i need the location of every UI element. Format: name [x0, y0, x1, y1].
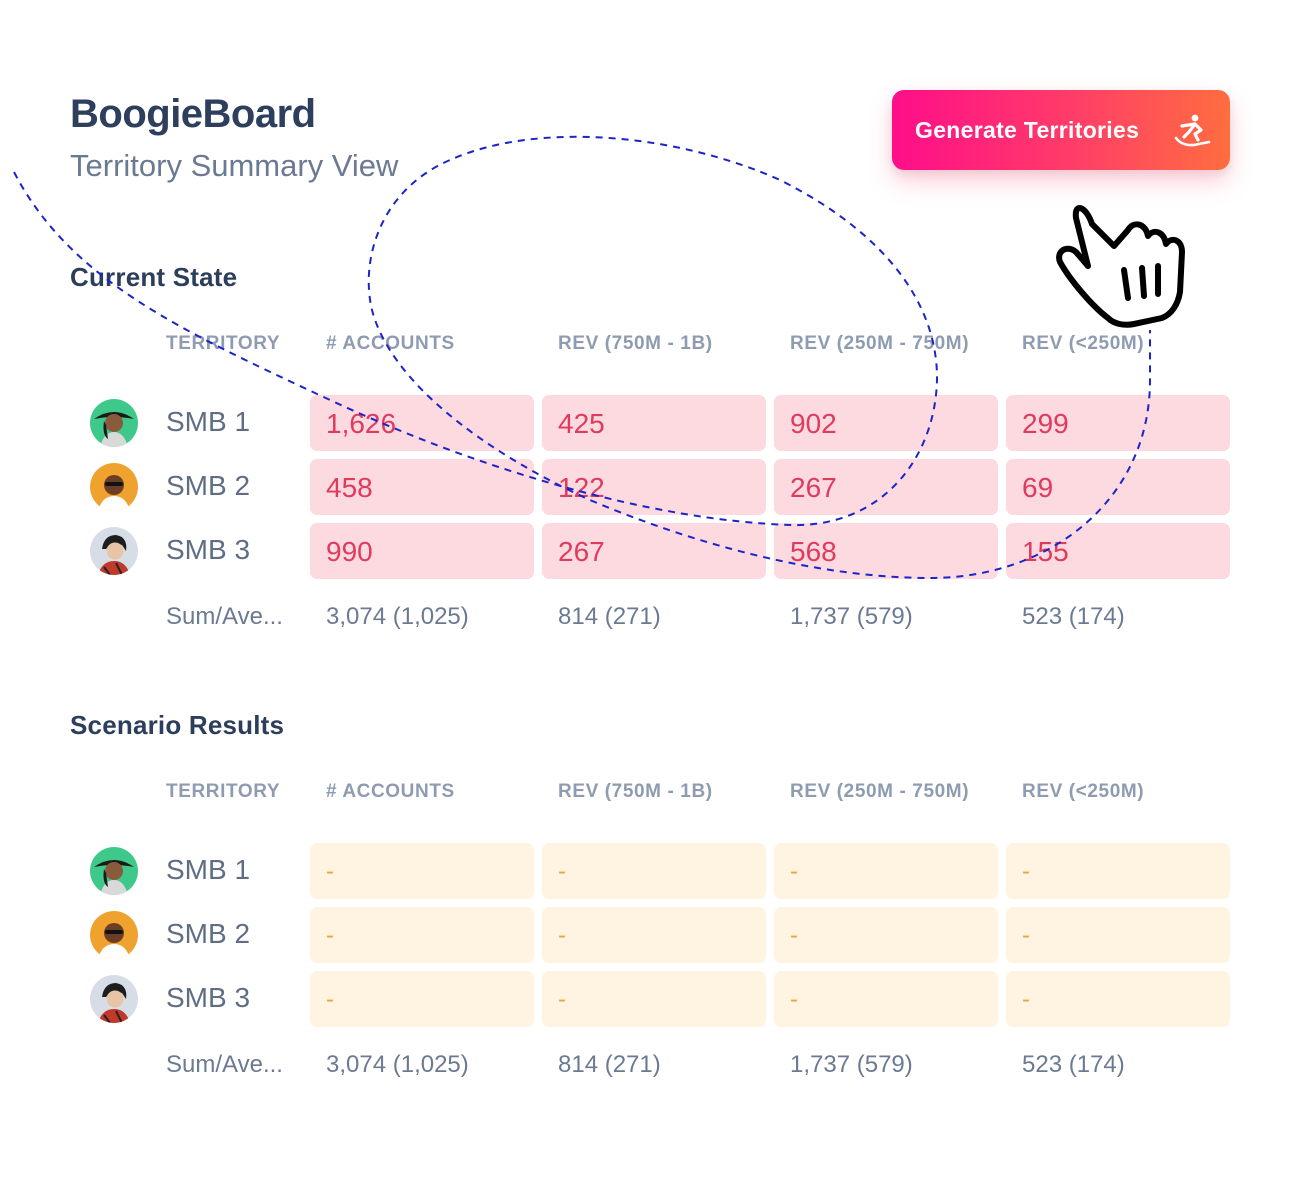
snowboarder-icon [1174, 114, 1211, 147]
summary-rev-lt-250m: 523 (174) [1022, 1051, 1125, 1078]
cell-rev-lt-250m[interactable]: 69 [1006, 459, 1230, 515]
col-header-territory: TERRITORY [166, 781, 281, 802]
cell-rev-lt-250m[interactable]: 299 [1006, 395, 1230, 451]
summary-accounts: 3,074 (1,025) [326, 603, 469, 630]
cell-rev-250m-750m[interactable]: - [774, 843, 998, 899]
cell-accounts[interactable]: - [310, 971, 534, 1027]
row-label-smb1: SMB 1 [166, 854, 251, 885]
summary-rev-lt-250m: 523 (174) [1022, 603, 1125, 630]
generate-territories-label: Generate Territories [915, 116, 1140, 143]
summary-rev-250m-750m: 1,737 (579) [790, 1051, 913, 1078]
cell-rev-lt-250m[interactable]: - [1006, 971, 1230, 1027]
cell-accounts[interactable]: 458 [310, 459, 534, 515]
avatar [90, 399, 138, 447]
col-header-rev-250m-750m: REV (250M - 750M) [790, 781, 970, 802]
page-subtitle: Territory Summary View [70, 148, 399, 183]
row-label-smb2: SMB 2 [166, 470, 251, 501]
pointer-hand-icon [1056, 205, 1185, 328]
cell-rev-750m-1b[interactable]: 267 [542, 523, 766, 579]
col-header-territory: TERRITORY [166, 333, 281, 354]
col-header-rev-750m-1b: REV (750M - 1B) [558, 781, 713, 802]
generate-territories-button[interactable]: Generate Territories [892, 90, 1230, 170]
cell-rev-750m-1b[interactable]: - [542, 971, 766, 1027]
avatar [90, 463, 138, 511]
cell-rev-750m-1b[interactable]: 425 [542, 395, 766, 451]
cell-rev-250m-750m[interactable]: 568 [774, 523, 998, 579]
avatar [90, 527, 138, 575]
col-header-accounts: # ACCOUNTS [326, 781, 455, 802]
cell-rev-250m-750m[interactable]: - [774, 971, 998, 1027]
scenario-results-title: Scenario Results [70, 710, 285, 740]
summary-rev-750m-1b: 814 (271) [558, 603, 661, 630]
row-label-smb2: SMB 2 [166, 918, 251, 949]
avatar [90, 975, 138, 1023]
cell-accounts[interactable]: 990 [310, 523, 534, 579]
col-header-rev-750m-1b: REV (750M - 1B) [558, 333, 713, 354]
summary-rev-250m-750m: 1,737 (579) [790, 603, 913, 630]
cell-rev-lt-250m[interactable]: - [1006, 907, 1230, 963]
cell-rev-250m-750m[interactable]: 902 [774, 395, 998, 451]
avatar [90, 847, 138, 895]
summary-accounts: 3,074 (1,025) [326, 1051, 469, 1078]
cell-rev-750m-1b[interactable]: 122 [542, 459, 766, 515]
summary-rev-750m-1b: 814 (271) [558, 1051, 661, 1078]
cell-rev-750m-1b[interactable]: - [542, 843, 766, 899]
cell-rev-250m-750m[interactable]: 267 [774, 459, 998, 515]
col-header-accounts: # ACCOUNTS [326, 333, 455, 354]
col-header-rev-lt-250m: REV (<250M) [1022, 333, 1145, 354]
cell-rev-250m-750m[interactable]: - [774, 907, 998, 963]
avatar [90, 911, 138, 959]
row-label-smb3: SMB 3 [166, 534, 251, 565]
col-header-rev-lt-250m: REV (<250M) [1022, 781, 1145, 802]
cell-accounts[interactable]: - [310, 907, 534, 963]
cell-rev-lt-250m[interactable]: - [1006, 843, 1230, 899]
summary-label: Sum/Ave... [166, 603, 283, 630]
summary-label: Sum/Ave... [166, 1051, 283, 1078]
cell-rev-750m-1b[interactable]: - [542, 907, 766, 963]
app-title: BoogieBoard [70, 92, 316, 136]
row-label-smb3: SMB 3 [166, 982, 251, 1013]
col-header-rev-250m-750m: REV (250M - 750M) [790, 333, 970, 354]
cell-accounts[interactable]: 1,626 [310, 395, 534, 451]
cell-accounts[interactable]: - [310, 843, 534, 899]
current-state-title: Current State [70, 262, 238, 292]
row-label-smb1: SMB 1 [166, 406, 251, 437]
cell-rev-lt-250m[interactable]: 155 [1006, 523, 1230, 579]
